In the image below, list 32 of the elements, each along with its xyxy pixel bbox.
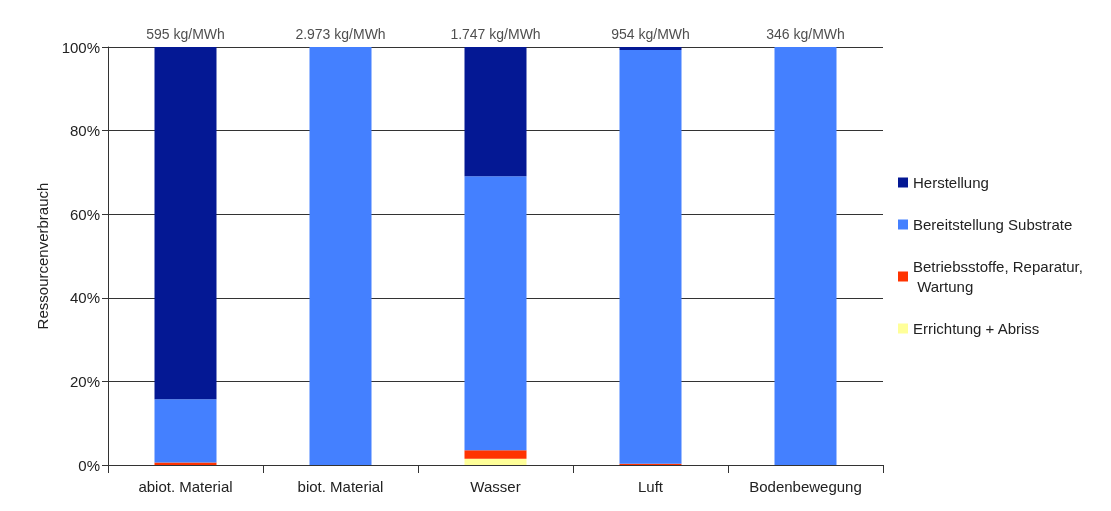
- legend-label: Herstellung: [913, 174, 989, 191]
- bar: [774, 47, 837, 465]
- y-tick-label: 20%: [69, 372, 100, 390]
- legend-label: Betriebsstoffe, Reparatur, Wartung: [913, 258, 1083, 295]
- x-tick-label: biot. Material: [297, 478, 384, 495]
- annotation: 1.747 kg/MWh: [450, 26, 541, 42]
- bar: [464, 176, 527, 451]
- annotation: 595 kg/MWh: [146, 26, 225, 42]
- legend-label: Bereitstellung Substrate: [913, 216, 1073, 233]
- bar: [619, 49, 682, 464]
- x-tick-label: Wasser: [470, 478, 521, 495]
- bar: [154, 462, 217, 465]
- y-tick-label: 80%: [69, 122, 100, 140]
- y-tick-label: 40%: [69, 289, 100, 307]
- y-tick-label: 0%: [78, 456, 100, 474]
- bar: [154, 47, 217, 400]
- x-tick-label: Bodenbewegung: [749, 478, 862, 495]
- bar: [464, 458, 527, 465]
- y-axis-title: Ressourcenverbrauch: [34, 182, 51, 330]
- bar: [309, 47, 372, 465]
- annotation: 2.973 kg/MWh: [295, 26, 386, 42]
- bar: [464, 47, 527, 177]
- bar: [464, 450, 527, 459]
- y-tick-label: 60%: [69, 205, 100, 223]
- annotation: 954 kg/MWh: [611, 26, 690, 42]
- legend-label: Errichtung + Abriss: [913, 320, 1040, 337]
- x-tick-label: abiot. Material: [138, 478, 233, 495]
- x-tick-label: Luft: [637, 478, 664, 495]
- bar: [619, 47, 682, 50]
- y-tick-label: 100%: [61, 38, 100, 56]
- annotation: 346 kg/MWh: [766, 26, 845, 42]
- bar: [154, 399, 217, 463]
